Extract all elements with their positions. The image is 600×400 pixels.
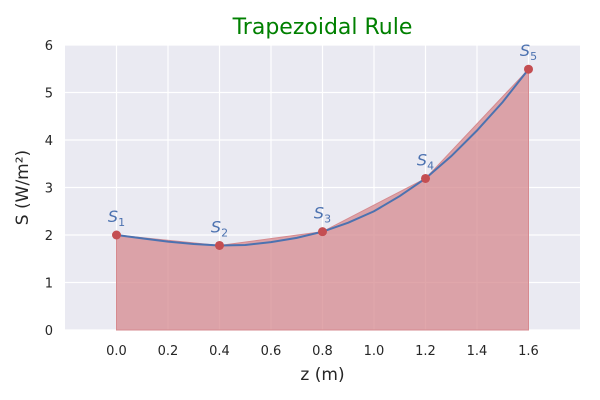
data-point-marker	[215, 240, 224, 250]
data-point-label: S1	[108, 207, 125, 229]
x-tick-label: 0.8	[312, 344, 333, 359]
x-tick-label: 0.0	[106, 344, 127, 359]
x-tick-labels: 0.0 0.2 0.4 0.6 0.8 1.0 1.2 1.4 1.6	[106, 344, 539, 359]
y-tick-labels: 0 1 2 3 4 5 6	[45, 39, 53, 339]
point-label-subscript: 1	[118, 216, 125, 229]
point-label-subscript: 3	[324, 213, 331, 226]
y-tick-label: 1	[45, 277, 53, 292]
chart-title: Trapezoidal Rule	[232, 15, 413, 40]
data-point-label: S2	[211, 217, 228, 239]
data-point-label: S3	[314, 204, 331, 226]
data-point-marker	[112, 230, 121, 240]
data-point-markers	[112, 64, 533, 250]
point-label-subscript: 2	[221, 226, 228, 239]
point-label-symbol: S	[108, 207, 118, 226]
x-tick-label: 0.2	[158, 344, 179, 359]
point-label-symbol: S	[417, 150, 427, 169]
x-tick-label: 1.0	[364, 344, 385, 359]
y-tick-label: 4	[45, 134, 53, 149]
y-tick-label: 0	[45, 324, 53, 339]
y-tick-label: 6	[45, 39, 53, 54]
x-tick-label: 1.4	[467, 344, 488, 359]
x-tick-label: 1.2	[415, 344, 436, 359]
x-tick-label: 1.6	[518, 344, 539, 359]
data-point-marker	[421, 173, 430, 183]
point-label-symbol: S	[314, 204, 324, 223]
data-point-label: S4	[417, 150, 434, 172]
x-tick-label: 0.6	[261, 344, 282, 359]
y-tick-label: 5	[45, 87, 53, 102]
data-point-marker	[524, 64, 533, 74]
data-point-marker	[318, 227, 327, 237]
x-axis-label: z (m)	[300, 365, 344, 385]
point-label-symbol: S	[211, 217, 221, 236]
x-tick-label: 0.4	[209, 344, 230, 359]
y-tick-label: 3	[45, 182, 53, 197]
point-label-subscript: 4	[427, 159, 434, 172]
trapezoid-fill-area	[116, 67, 529, 331]
y-tick-label: 2	[45, 229, 53, 244]
point-label-symbol: S	[520, 41, 530, 60]
point-label-subscript: 5	[530, 50, 537, 63]
y-axis-label: S (W/m²)	[13, 150, 33, 225]
data-point-label: S5	[520, 41, 537, 63]
